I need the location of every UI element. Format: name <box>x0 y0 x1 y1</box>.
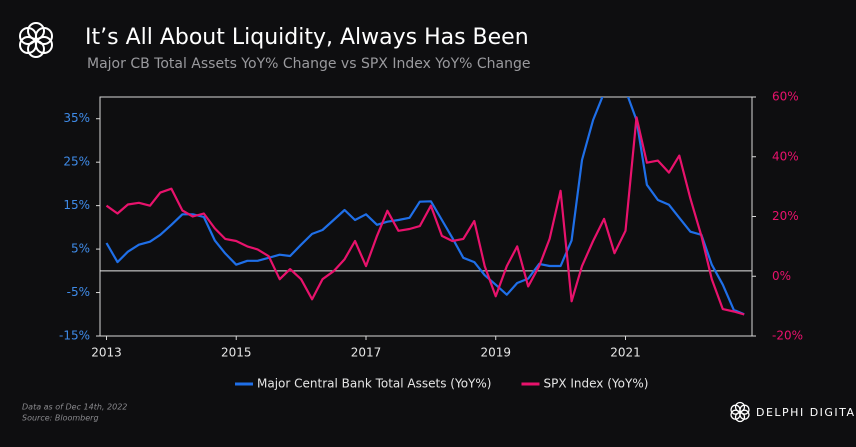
data-line <box>105 116 745 316</box>
y-tick-label: 5% <box>71 242 90 256</box>
chart-title: It’s All About Liquidity, Always Has Bee… <box>85 25 529 50</box>
chart-subtitle: Major CB Total Assets YoY% Change vs SPX… <box>87 56 530 72</box>
footnote: Source: Bloomberg <box>22 414 99 423</box>
x-tick-label: 2021 <box>610 346 641 360</box>
y-tick-label: 25% <box>63 155 90 169</box>
logo-ring <box>19 27 37 45</box>
y-tick-label: -5% <box>67 285 90 299</box>
legend-label: Major Central Bank Total Assets (YoY%) <box>257 377 491 391</box>
y2-tick-label: 60% <box>772 90 799 104</box>
y2-tick-label: -20% <box>772 329 803 343</box>
logo-ring <box>19 36 37 54</box>
x-tick-label: 2019 <box>480 346 511 360</box>
x-tick-label: 2017 <box>351 346 382 360</box>
y2-tick-label: 40% <box>772 149 799 163</box>
brand-name: DELPHI DIGITAL <box>756 406 856 419</box>
logo <box>19 22 53 58</box>
legend-label: SPX Index (YoY%) <box>543 377 648 391</box>
brand-logo <box>730 401 750 423</box>
logo-ring <box>730 409 741 420</box>
y2-tick-label: 0% <box>772 269 791 283</box>
y-tick-label: 15% <box>63 198 90 212</box>
footnote: Data as of Dec 14th, 2022 <box>22 403 127 412</box>
plot-area <box>105 97 745 316</box>
x-tick-label: 2015 <box>221 346 252 360</box>
x-tick-label: 2013 <box>91 346 122 360</box>
y2-tick-label: 20% <box>772 209 799 223</box>
logo-ring <box>730 404 741 415</box>
y-tick-label: 35% <box>63 111 90 125</box>
data-line <box>105 97 745 316</box>
y-tick-label: -15% <box>59 329 90 343</box>
